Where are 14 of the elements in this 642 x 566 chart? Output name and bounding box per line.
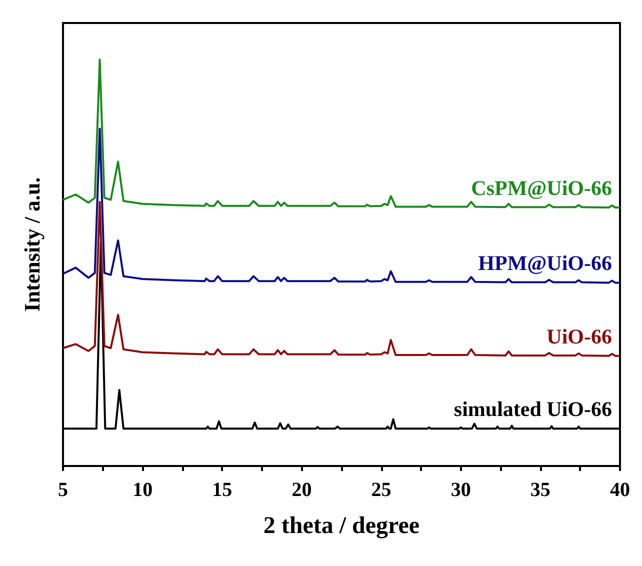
series-label: simulated UiO-66 bbox=[454, 397, 612, 422]
x-tick-label: 25 bbox=[371, 479, 392, 501]
series-label: UiO-66 bbox=[546, 324, 612, 348]
y-axis-title: Intensity / a.u. bbox=[20, 177, 44, 312]
x-tick-label: 5 bbox=[58, 479, 68, 501]
x-tick-label: 10 bbox=[132, 479, 153, 501]
x-axis-title: 2 theta / degree bbox=[263, 513, 420, 539]
x-tick-label: 35 bbox=[530, 479, 550, 501]
series-label: CsPM@UiO-66 bbox=[471, 176, 612, 200]
x-tick-label: 15 bbox=[212, 479, 232, 501]
series-label: HPM@UiO-66 bbox=[478, 251, 612, 276]
x-tick-label: 40 bbox=[610, 479, 630, 501]
x-tick-label: 30 bbox=[450, 479, 471, 501]
x-tick-label: 20 bbox=[292, 479, 312, 501]
